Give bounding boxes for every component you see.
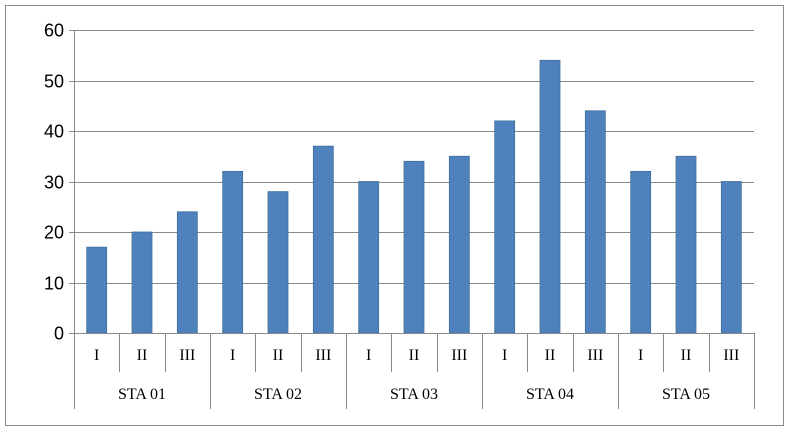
- x-subcategory-label: II: [681, 347, 692, 364]
- bar-sta-01-ii: [131, 231, 153, 334]
- x-group-label: STA 04: [526, 386, 574, 403]
- bars: [86, 59, 742, 334]
- bar-sta-03-iii: [448, 155, 470, 334]
- x-group-label: STA 01: [118, 386, 166, 403]
- y-tick-label-40: 40: [44, 122, 64, 142]
- x-subcategory-label: III: [315, 347, 331, 364]
- x-subcategory-label: II: [545, 347, 556, 364]
- bar-sta-04-i: [494, 120, 516, 334]
- y-tick-label-10: 10: [44, 274, 64, 294]
- x-subcategory-label: III: [179, 347, 195, 364]
- bar-sta-03-i: [358, 181, 380, 334]
- x-subcategory-label: II: [409, 347, 420, 364]
- bar-sta-02-ii: [267, 191, 289, 334]
- x-group-label: STA 02: [254, 386, 302, 403]
- bar-sta-01-iii: [176, 211, 198, 334]
- bar-sta-05-i: [630, 170, 652, 334]
- y-tick-label-0: 0: [54, 324, 64, 344]
- x-subcategory-label: I: [502, 347, 507, 364]
- x-subcategory-label: III: [451, 347, 467, 364]
- x-subcategory-label: III: [587, 347, 603, 364]
- x-subcategory-label: I: [366, 347, 371, 364]
- bar-sta-02-i: [222, 170, 244, 334]
- bar-sta-02-iii: [312, 145, 334, 334]
- bar-sta-03-ii: [403, 160, 425, 334]
- axes: [69, 30, 755, 409]
- x-subcategory-label: II: [137, 347, 148, 364]
- bar-sta-04-iii: [584, 110, 606, 334]
- chart-frame: [5, 5, 784, 426]
- x-subcategory-label: III: [723, 347, 739, 364]
- bar-sta-01-i: [86, 246, 108, 334]
- x-subcategory-label: I: [94, 347, 99, 364]
- x-subcategory-label: I: [230, 347, 235, 364]
- y-tick-label-50: 50: [44, 72, 64, 92]
- x-subcategory-label: I: [638, 347, 643, 364]
- y-tick-label-20: 20: [44, 223, 64, 243]
- y-tick-label-30: 30: [44, 173, 64, 193]
- bar-sta-04-ii: [539, 59, 561, 334]
- bar-sta-05-ii: [675, 155, 697, 334]
- x-subcategory-label: II: [273, 347, 284, 364]
- bar-sta-05-iii: [720, 181, 742, 334]
- y-tick-label-60: 60: [44, 21, 64, 41]
- x-group-label: STA 05: [662, 386, 710, 403]
- x-group-label: STA 03: [390, 386, 438, 403]
